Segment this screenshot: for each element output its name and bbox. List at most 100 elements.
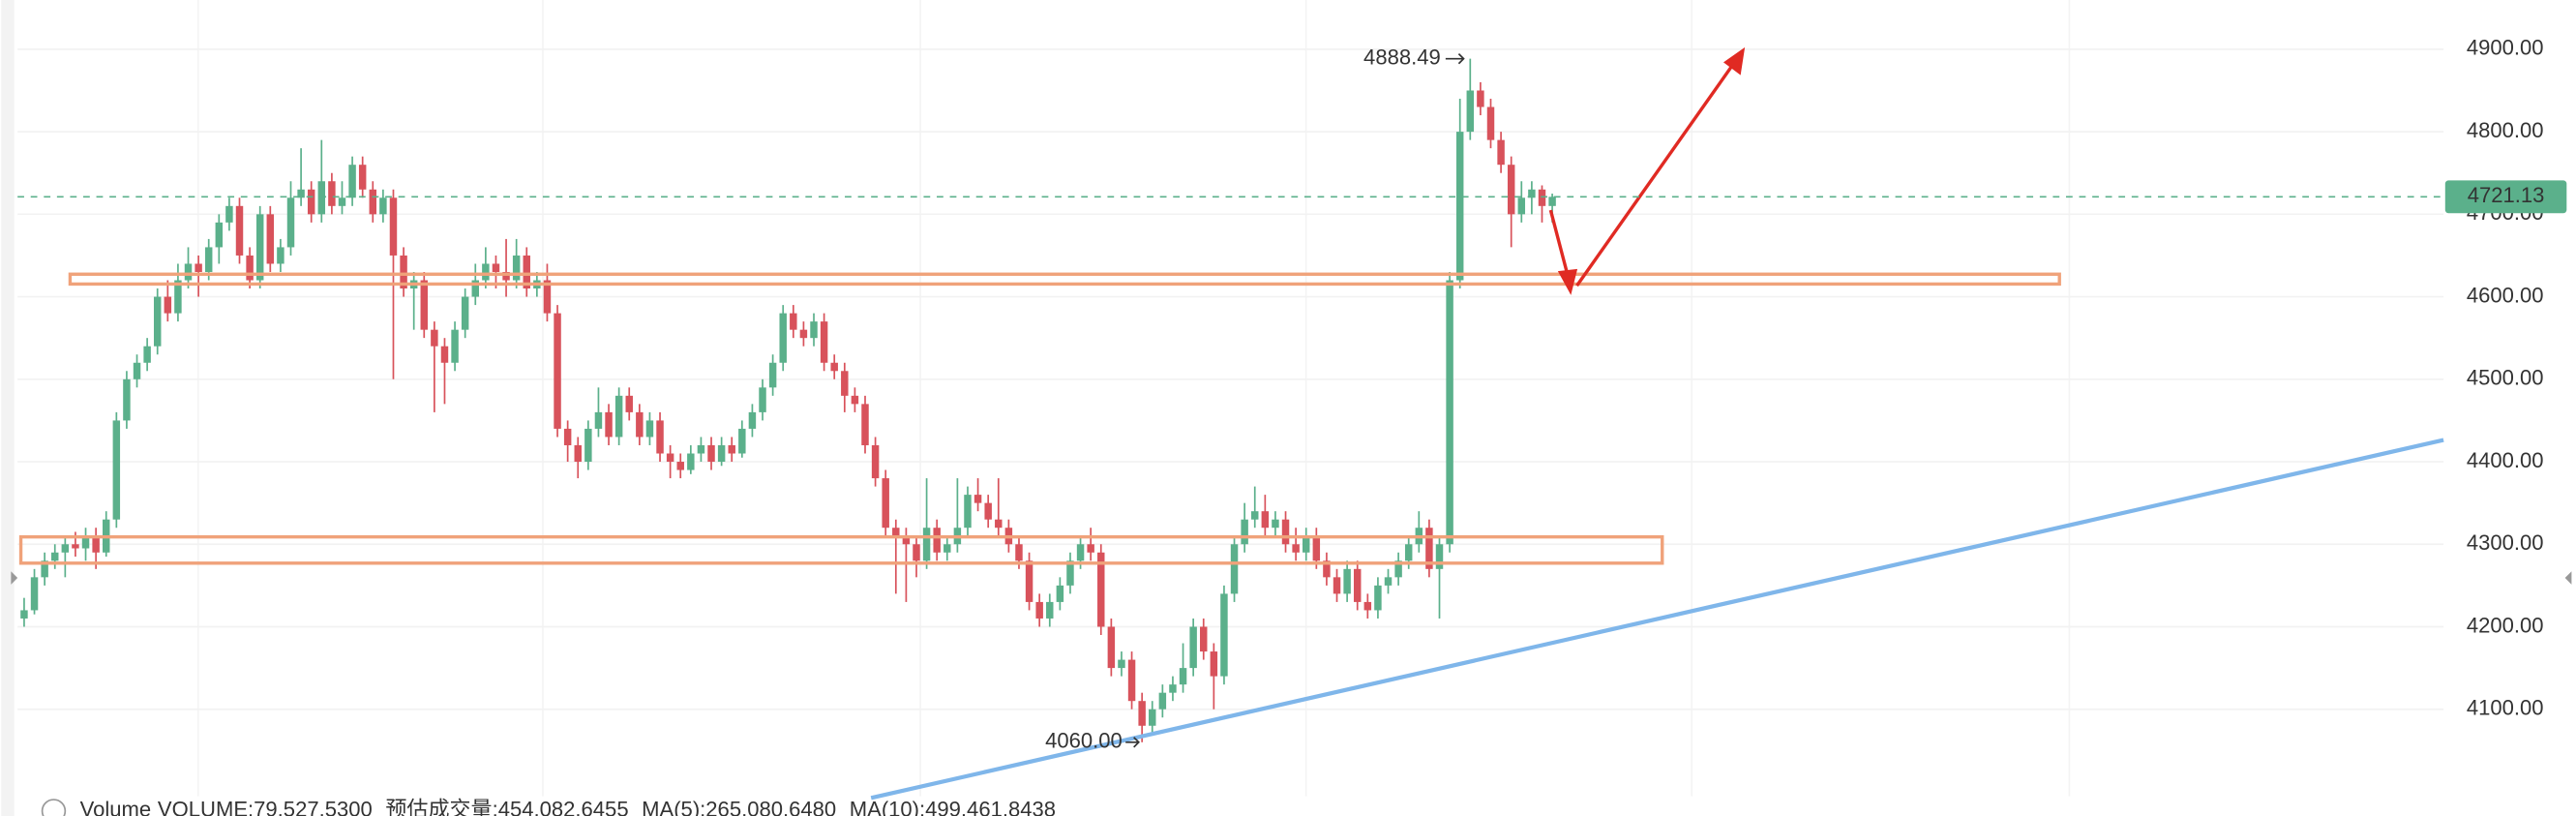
arrows[interactable] [1548,46,1746,295]
candle-body [81,535,90,549]
candle-body [1455,132,1464,281]
arrow-head [1557,268,1578,295]
candle-body [133,362,141,379]
candle-body [645,420,654,438]
candle-body [72,544,79,549]
candle-body [195,263,202,272]
candle-body [944,544,951,553]
candle-body [882,478,889,529]
candle-body [861,404,869,445]
candle-body [892,528,900,536]
candle-body [1189,626,1197,669]
y-tick-label: 4800.00 [2467,118,2544,142]
candle-body [666,453,674,463]
candle-body [1241,519,1248,545]
volume-legend-item: MA(5):265,080.6480 [642,798,836,816]
candle-body [61,544,70,553]
candle-body [204,247,213,272]
candle-body [369,189,377,215]
volume-legend-item: Volume [80,798,152,816]
candle-body [1466,90,1475,133]
candle-body [1076,544,1085,561]
candle-body [614,395,623,438]
candle-body [1333,577,1341,594]
candle-body [810,321,818,339]
collapse-icon[interactable] [41,799,67,816]
trend-line[interactable] [870,438,2444,801]
candle-body [1323,560,1331,578]
min-price-label: 4060.00 [1045,729,1123,753]
candle-body [1477,90,1484,107]
candle-body [913,544,920,561]
candle-body [1220,593,1228,677]
candle-body [307,189,315,215]
candle-body [697,444,705,454]
y-tick-label: 4600.00 [2467,283,2544,307]
candle-body [1272,519,1279,529]
candle-body [902,535,911,545]
max-price-arrow [1445,52,1465,65]
candle-body [255,214,264,281]
volume-legend-item: VOLUME:79,527.5300 [158,798,373,816]
candle-body [984,502,992,520]
candle-body [922,528,931,561]
y-tick-label: 4500.00 [2467,366,2544,390]
candle-body [799,329,808,339]
candle-body [779,313,787,363]
vertical-grid [196,0,2071,797]
candle-body [841,371,849,396]
candle-body [1107,626,1116,669]
candle-body [400,255,407,289]
candle-body [1363,601,1372,611]
resistance-zone[interactable] [68,272,2061,287]
candle-body [1097,552,1105,627]
last-price-label: 4721.13 [2468,183,2545,207]
candle-body [235,205,244,256]
candle-body [1179,668,1187,685]
candle-body [1127,659,1136,702]
candle-body [574,444,582,463]
candle-body [389,197,398,256]
candle-body [676,462,684,470]
candle-body [184,263,193,281]
candle-body [830,362,838,372]
candle-body [1353,568,1362,602]
candle-body [1087,544,1094,553]
candle-body [605,411,613,438]
candle-body [1425,528,1433,569]
candle-body [1548,196,1556,206]
candle-body [1046,601,1054,619]
candle-body [973,495,982,503]
candle-body [584,428,592,463]
candle-body [1281,519,1290,545]
last-price-badge [2444,180,2567,214]
candle-body [379,197,387,215]
candle-body [554,313,561,429]
candle-body [1169,684,1177,693]
candle-body [1210,651,1218,677]
candle-body [492,263,500,272]
candle-body [51,552,59,561]
candle-body [1435,544,1444,569]
volume-legend-item: MA(10):499,461.8438 [850,798,1056,816]
candle-body [1374,585,1382,611]
candle-body [20,610,28,619]
overlay: 4721.13 4888.49 4060.00 [17,45,2567,753]
candle-body [1507,165,1515,215]
candle-body [1497,139,1505,166]
candle-body [851,395,859,405]
candle-body [707,444,715,463]
candle-body [1149,709,1156,726]
grid: 4100.00 4200.00 4300.00 4400.00 4500.00 4600.… [17,36,2544,720]
support-zone[interactable] [18,534,1664,565]
candle-body [451,329,459,363]
candle-body [123,378,131,421]
right-scroll-arrow[interactable] [2564,571,2572,585]
candle-body [1025,560,1033,602]
arrow-head [1722,46,1746,76]
left-scroll-arrow[interactable] [11,571,18,585]
candle-body [1486,106,1495,140]
candle-body [246,255,254,281]
